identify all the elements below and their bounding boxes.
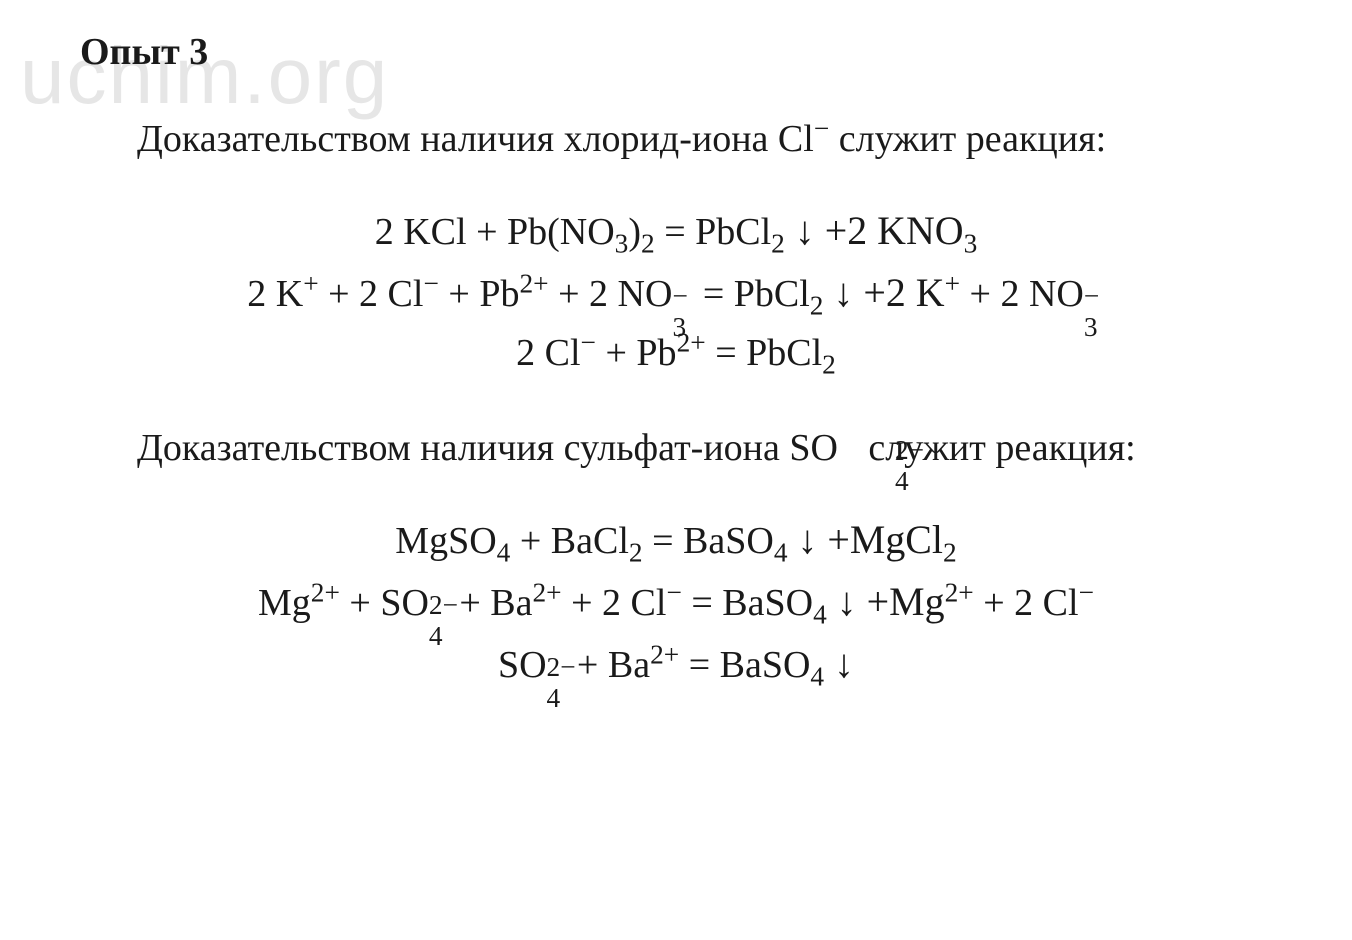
eq-text: SO [498,644,547,686]
eq-text: + 2 NO [960,273,1084,315]
eq-text: Mg [258,582,311,624]
eq-sub: 3 [1084,314,1098,341]
eq-sub: 2 [641,229,655,259]
eq-text: + BaCl [510,520,629,562]
eq-sup: + [945,269,960,299]
eq-text: MgSO [395,520,496,562]
eq2-line2: Mg2+ + SO2−4 + Ba2+ + 2 Cl− = BaSO4 ↓ +M… [80,571,1272,633]
eq-sub: 3 [964,229,978,259]
eq-text: = BaSO [682,582,813,624]
eq-sub: 2 [822,350,836,380]
eq-sub: 2 [943,538,957,568]
eq-text: = PbCl [693,273,809,315]
eq-text: + Ba [567,644,650,686]
eq-sup: 2+ [519,269,548,299]
eq-text: + SO [340,582,429,624]
eq-sub: 3 [615,229,629,259]
equation-block-2: MgSO4 + BaCl2 = BaSO4 ↓ +MgCl2 Mg2+ + SO… [80,509,1272,695]
section-title: Опыт 3 [80,30,1272,74]
eq-text: 2 K [247,273,303,315]
para1-prefix: Доказательством наличия хлорид-иона Cl [137,118,814,160]
eq1-line2: 2 K+ + 2 Cl− + Pb2+ + 2 NO−3 = PbCl2 ↓ +… [80,262,1272,324]
eq-text: 2 KCl + Pb(NO [375,211,615,253]
eq-text: ↓ +2 KNO [785,208,964,253]
eq-sub: 4 [429,623,443,650]
eq-sup: 2− [429,592,458,619]
eq-sup: − [1079,578,1094,608]
eq-text: + 2 Cl [562,582,667,624]
para1-suffix: служит реакция: [829,118,1106,160]
para2-prefix: Доказательством наличия сульфат-иона SO [137,427,838,469]
eq-sup: 2+ [650,639,679,669]
eq-sup: 2+ [532,578,561,608]
eq-sup: − [672,283,687,310]
eq-sub: 4 [813,600,827,630]
eq-text: = PbCl [655,211,771,253]
eq2-line3: SO2−4 + Ba2+ = BaSO4 ↓ [80,633,1272,695]
eq2-line1: MgSO4 + BaCl2 = BaSO4 ↓ +MgCl2 [80,509,1272,571]
eq-sub: 4 [774,538,788,568]
eq-text: ↓ +MgCl [788,517,944,562]
page: uchim.org Опыт 3 Доказательством наличия… [0,0,1352,775]
eq-text: = PbCl [706,332,822,374]
eq-text: 2 Cl [516,332,580,374]
paragraph-2: Доказательством наличия сульфат-иона SO2… [80,423,1272,474]
eq-text: + Ba [450,582,533,624]
eq-sup: 2+ [945,578,974,608]
eq-sup: − [666,578,681,608]
eq-text: = BaSO [679,644,810,686]
eq-text: ↓ +2 K [823,270,944,315]
eq1-line1: 2 KCl + Pb(NO3)2 = PbCl2 ↓ +2 KNO3 [80,200,1272,262]
content-area: Опыт 3 Доказательством наличия хлорид-ио… [80,30,1272,695]
eq-sub: 2 [771,229,785,259]
eq-sub: 2 [810,291,824,321]
eq-sup: 2− [547,654,576,681]
eq-sub: 4 [838,468,909,495]
eq-sub: 3 [672,314,686,341]
eq-sup: − [1084,283,1099,310]
eq-text: + Pb [596,332,677,374]
eq-text: + Pb [439,273,520,315]
equation-block-1: 2 KCl + Pb(NO3)2 = PbCl2 ↓ +2 KNO3 2 K+ … [80,200,1272,383]
eq-sub: 4 [497,538,511,568]
eq-sup: + [303,269,318,299]
eq-sup: 2+ [311,578,340,608]
eq-text: + 2 NO [549,273,673,315]
eq-text: + 2 Cl [319,273,424,315]
para1-sup: − [814,113,829,143]
eq-sub: 2 [629,538,643,568]
eq-text: ) [628,211,641,253]
eq-text: ↓ [824,641,854,686]
eq-text: = BaSO [643,520,774,562]
eq-sup: − [423,269,438,299]
paragraph-1: Доказательством наличия хлорид-иона Cl− … [80,114,1272,165]
eq-text: + 2 Cl [974,582,1079,624]
eq-text: ↓ +Mg [827,579,945,624]
eq-sup: 2− [838,437,924,464]
eq-sub: 4 [810,662,824,692]
eq-sub: 4 [547,685,561,712]
eq-sup: − [581,327,596,357]
